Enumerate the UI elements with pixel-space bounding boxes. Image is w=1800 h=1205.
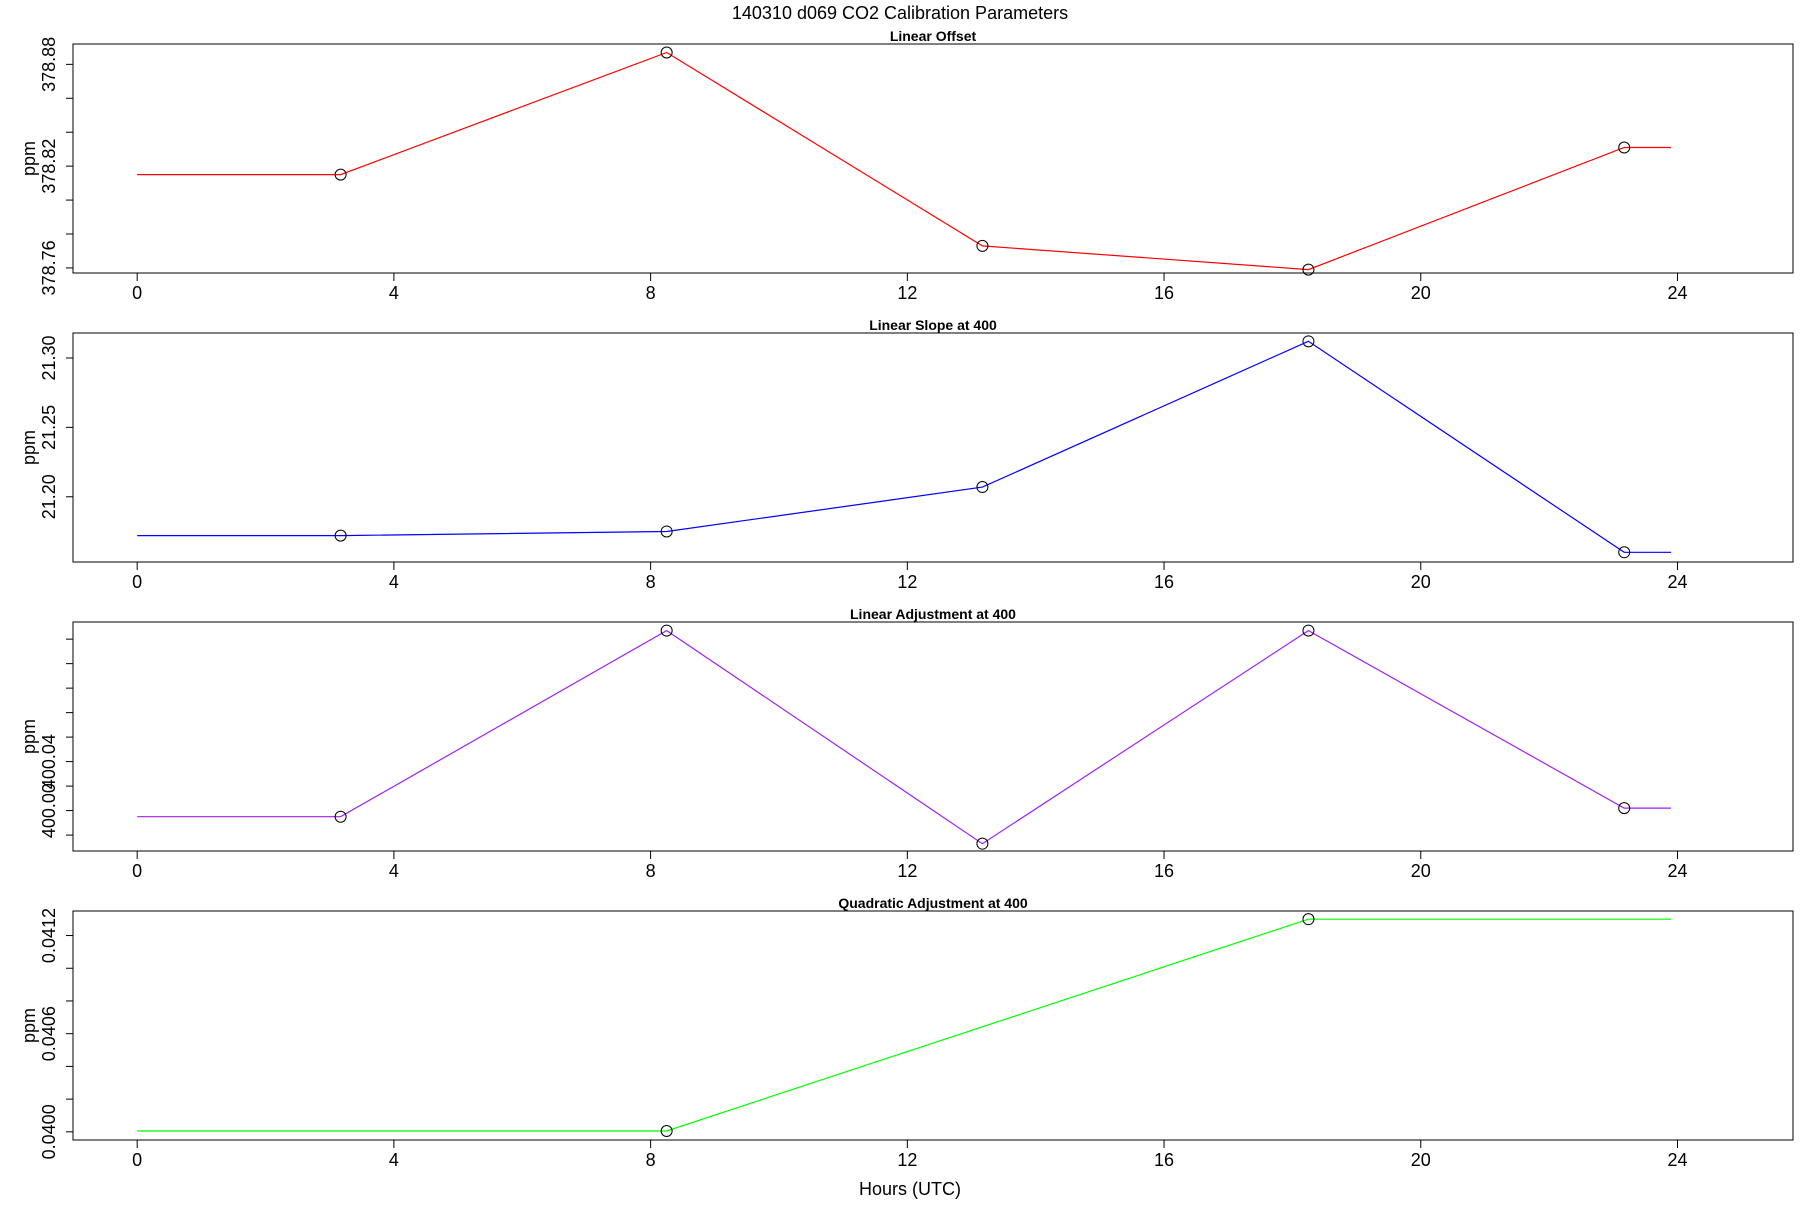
plot-frame — [72, 910, 1794, 1141]
y-axis-label: ppm — [19, 1008, 39, 1043]
panel-4: Quadratic Adjustment at 400 0 4 8 12 16 20 24 0.… — [19, 895, 1794, 1170]
x-tick-label: 8 — [646, 572, 656, 592]
panel-title: Linear Slope at 400 — [869, 317, 997, 333]
data-point — [1302, 624, 1315, 637]
data-point — [1618, 546, 1631, 559]
data-point — [1302, 263, 1315, 276]
y-axis: 378.76 378.82 378.88 ppm — [19, 37, 73, 295]
y-tick-label: 0.0400 — [39, 1104, 59, 1159]
x-tick-label: 4 — [389, 1150, 399, 1170]
x-axis: 0 4 8 12 16 20 24 — [132, 561, 1687, 592]
y-tick-label: 400.00 — [39, 783, 59, 838]
data-point — [1302, 335, 1315, 348]
x-tick-label: 0 — [132, 1150, 142, 1170]
x-tick-label: 8 — [646, 1150, 656, 1170]
x-tick-label: 24 — [1667, 283, 1687, 303]
data-point — [660, 525, 673, 538]
series-line — [137, 340, 1672, 553]
x-tick-label: 16 — [1154, 283, 1174, 303]
panel-title: Linear Offset — [890, 28, 977, 44]
y-tick-label: 378.76 — [39, 240, 59, 295]
x-tick-label: 12 — [897, 283, 917, 303]
y-tick-label: 0.0412 — [39, 908, 59, 963]
data-point — [334, 168, 347, 181]
x-tick-label: 4 — [389, 283, 399, 303]
data-point — [660, 1125, 673, 1138]
x-axis: 0 4 8 12 16 20 24 — [132, 272, 1687, 303]
data-point — [1618, 802, 1631, 815]
x-tick-label: 16 — [1154, 861, 1174, 881]
panel-title: Linear Adjustment at 400 — [850, 606, 1016, 622]
panel-2: Linear Slope at 400 0 4 8 12 16 20 24 21.20 21.25… — [19, 317, 1794, 592]
data-point — [660, 624, 673, 637]
data-point — [1302, 913, 1315, 926]
series-line — [137, 629, 1672, 845]
y-axis: 0.0400 0.0406 0.0412 ppm — [19, 908, 73, 1159]
data-point — [334, 529, 347, 542]
x-tick-label: 8 — [646, 861, 656, 881]
y-tick-label: 21.25 — [39, 405, 59, 450]
x-tick-label: 24 — [1667, 1150, 1687, 1170]
figure-title: 140310 d069 CO2 Calibration Parameters — [732, 3, 1068, 23]
y-tick-label: 0.0406 — [39, 1006, 59, 1061]
x-tick-label: 24 — [1667, 572, 1687, 592]
x-tick-label: 4 — [389, 861, 399, 881]
x-axis-label: Hours (UTC) — [859, 1179, 961, 1199]
x-tick-label: 12 — [897, 1150, 917, 1170]
x-axis: 0 4 8 12 16 20 24 — [132, 850, 1687, 881]
x-tick-label: 20 — [1411, 572, 1431, 592]
y-tick-label: 378.82 — [39, 139, 59, 194]
data-point — [976, 837, 989, 850]
data-point — [976, 481, 989, 494]
y-axis: 21.20 21.25 21.30 ppm — [19, 335, 73, 519]
x-tick-label: 8 — [646, 283, 656, 303]
x-tick-label: 12 — [897, 861, 917, 881]
x-tick-label: 0 — [132, 283, 142, 303]
data-point — [976, 239, 989, 252]
x-axis: 0 4 8 12 16 20 24 — [132, 1139, 1687, 1170]
x-tick-label: 0 — [132, 572, 142, 592]
y-tick-label: 21.20 — [39, 474, 59, 519]
y-tick-label: 21.30 — [39, 335, 59, 380]
x-tick-label: 24 — [1667, 861, 1687, 881]
data-point — [660, 46, 673, 59]
x-tick-label: 4 — [389, 572, 399, 592]
y-axis-label: ppm — [19, 719, 39, 754]
x-tick-label: 16 — [1154, 1150, 1174, 1170]
data-point — [334, 810, 347, 823]
x-tick-label: 16 — [1154, 572, 1174, 592]
panel-title: Quadratic Adjustment at 400 — [838, 895, 1028, 911]
plot-frame — [72, 332, 1794, 563]
x-tick-label: 20 — [1411, 861, 1431, 881]
y-tick-label: 378.88 — [39, 37, 59, 92]
panel-3: Linear Adjustment at 400 0 4 8 12 16 20 24 400.0… — [19, 606, 1794, 881]
y-tick-label: 400.04 — [39, 734, 59, 789]
x-tick-label: 20 — [1411, 1150, 1431, 1170]
x-tick-label: 0 — [132, 861, 142, 881]
y-axis-label: ppm — [19, 141, 39, 176]
data-point — [1618, 141, 1631, 154]
x-tick-label: 12 — [897, 572, 917, 592]
series-line — [137, 51, 1672, 271]
series-line — [137, 918, 1672, 1132]
x-tick-label: 20 — [1411, 283, 1431, 303]
y-axis-label: ppm — [19, 430, 39, 465]
plot-frame — [72, 43, 1794, 274]
